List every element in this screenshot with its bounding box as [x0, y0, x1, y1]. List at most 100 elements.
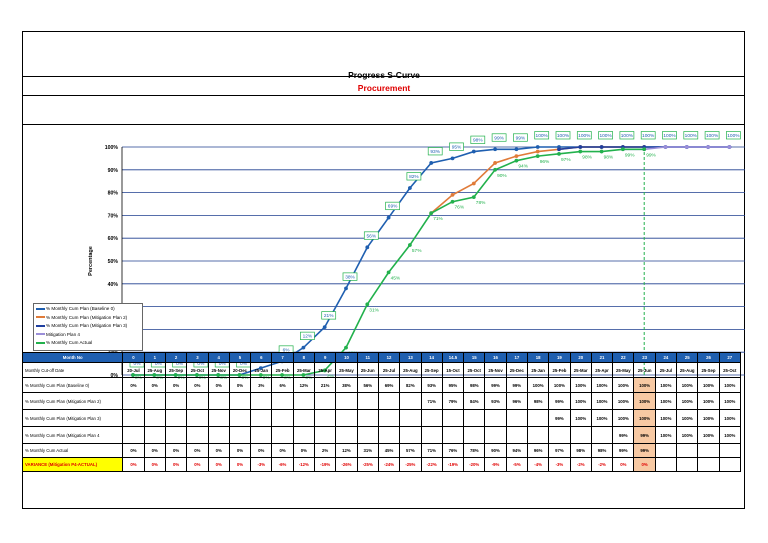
data-point	[599, 145, 604, 149]
month-no-cell: 13	[399, 352, 422, 363]
plan-data-label: 98%	[473, 138, 483, 144]
table-cell: 2%	[314, 443, 337, 458]
table-cell	[484, 409, 507, 427]
table-cell	[250, 392, 273, 410]
table-cell: 98%	[590, 443, 614, 458]
table-cell: 15-Oct	[441, 362, 465, 378]
table-cell	[356, 409, 379, 427]
table-cell: 99%	[633, 443, 656, 458]
table-cell: 100%	[654, 392, 678, 410]
table-cell	[335, 426, 358, 444]
table-cell: 84%	[463, 392, 486, 410]
table-cell: 0%	[271, 443, 294, 458]
table-cell: -26%	[335, 457, 358, 472]
plan-data-label-box	[640, 131, 656, 140]
plan-data-label: 69%	[388, 204, 398, 210]
header-divider	[23, 95, 744, 96]
table-cell: 25-Nov	[207, 362, 230, 378]
actual-data-label: 76%	[455, 205, 465, 211]
table-cell	[697, 457, 720, 472]
table-cell: -9%	[484, 457, 507, 472]
y-tick-label: 40%	[108, 282, 119, 288]
table-cell	[420, 426, 443, 444]
table-cell	[420, 409, 443, 427]
table-cell	[463, 426, 486, 444]
plan-data-label: 100%	[557, 133, 570, 139]
row-label: Monthly Cut-off Date	[21, 362, 124, 378]
table-cell: -25%	[399, 457, 422, 472]
table-cell: -19%	[314, 457, 337, 472]
y-tick-label: 70%	[108, 213, 119, 219]
row-label: VARIANCE (Mitigation P4-ACTUAL)	[21, 457, 124, 472]
data-point	[365, 302, 370, 307]
table-cell: 100%	[633, 392, 656, 410]
month-no-cell: 14	[420, 352, 443, 363]
table-cell	[654, 443, 678, 458]
table-cell	[314, 392, 337, 410]
table-cell: 0%	[633, 457, 656, 472]
table-cell	[484, 426, 507, 444]
table-cell: -2%	[590, 457, 614, 472]
legend-swatch	[36, 324, 45, 327]
table-cell	[271, 409, 294, 427]
table-cell: -25%	[356, 457, 379, 472]
data-point	[365, 245, 370, 250]
table-cell: 100%	[676, 392, 699, 410]
actual-data-label: 96%	[540, 159, 550, 165]
table-cell	[590, 426, 614, 444]
table-cell	[164, 409, 188, 427]
plan-data-label-box	[470, 135, 486, 144]
table-cell: 100%	[526, 377, 550, 393]
table-cell: 100%	[569, 392, 592, 410]
data-point	[471, 149, 476, 154]
table-cell: 100%	[590, 409, 614, 427]
table-cell	[399, 392, 422, 410]
actual-data-label: 98%	[604, 155, 614, 161]
table-cell	[164, 392, 188, 410]
table-cell: 25-Mar	[569, 362, 592, 378]
table-cell: 100%	[718, 392, 741, 410]
table-cell	[441, 409, 465, 427]
plan-data-label-box	[598, 131, 613, 140]
data-point	[535, 154, 540, 159]
month-no-cell: 5	[228, 352, 252, 363]
table-cell: 12%	[292, 377, 316, 393]
table-cell: 25-Jan	[250, 362, 273, 378]
table-cell: 100%	[697, 426, 720, 444]
table-cell: 99%	[505, 377, 528, 393]
plan-data-label-box	[363, 231, 379, 240]
table-cell: 100%	[676, 426, 699, 444]
legend-entry: % Monthly Cum Plan (Mitigation Plan 2)	[36, 315, 127, 320]
table-cell: 100%	[633, 409, 656, 427]
table-row: % Monthly Cum Plan (Mitigation Plan 4 99%…	[21, 426, 741, 444]
table-cell: 100%	[697, 377, 720, 393]
table-cell	[718, 443, 741, 458]
table-cell	[548, 426, 571, 444]
table-cell: 78%	[463, 443, 486, 458]
table-cell: 45%	[377, 443, 401, 458]
chart-subtitle: Procurement	[357, 83, 411, 93]
plan-data-label: 100%	[685, 133, 698, 139]
table-cell	[250, 409, 273, 427]
y-tick-label: 60%	[108, 236, 119, 242]
table-cell: 21%	[314, 377, 337, 393]
table-cell: 99%	[612, 443, 635, 458]
table-cell	[377, 426, 401, 444]
data-point	[642, 147, 647, 152]
table-cell: 93%	[420, 377, 443, 393]
table-cell: 71%	[420, 443, 443, 458]
plan-data-label-box	[491, 133, 507, 142]
plan-data-label-box	[555, 131, 571, 140]
table-cell: 25-May	[612, 362, 635, 378]
table-cell: 25-Apr	[590, 362, 614, 378]
table-cell: 0%	[292, 443, 316, 458]
table-cell: 25-Oct	[718, 362, 741, 378]
legend-swatch	[36, 341, 45, 344]
legend-entry: Mitigation Plan 4	[36, 332, 80, 337]
month-no-cell: 16	[484, 352, 507, 363]
table-cell: 25-Sep	[697, 362, 720, 378]
table-cell: 12%	[335, 443, 358, 458]
month-no-cell: 4	[207, 352, 230, 363]
table-cell	[292, 409, 316, 427]
table-cell: 99%	[612, 426, 635, 444]
